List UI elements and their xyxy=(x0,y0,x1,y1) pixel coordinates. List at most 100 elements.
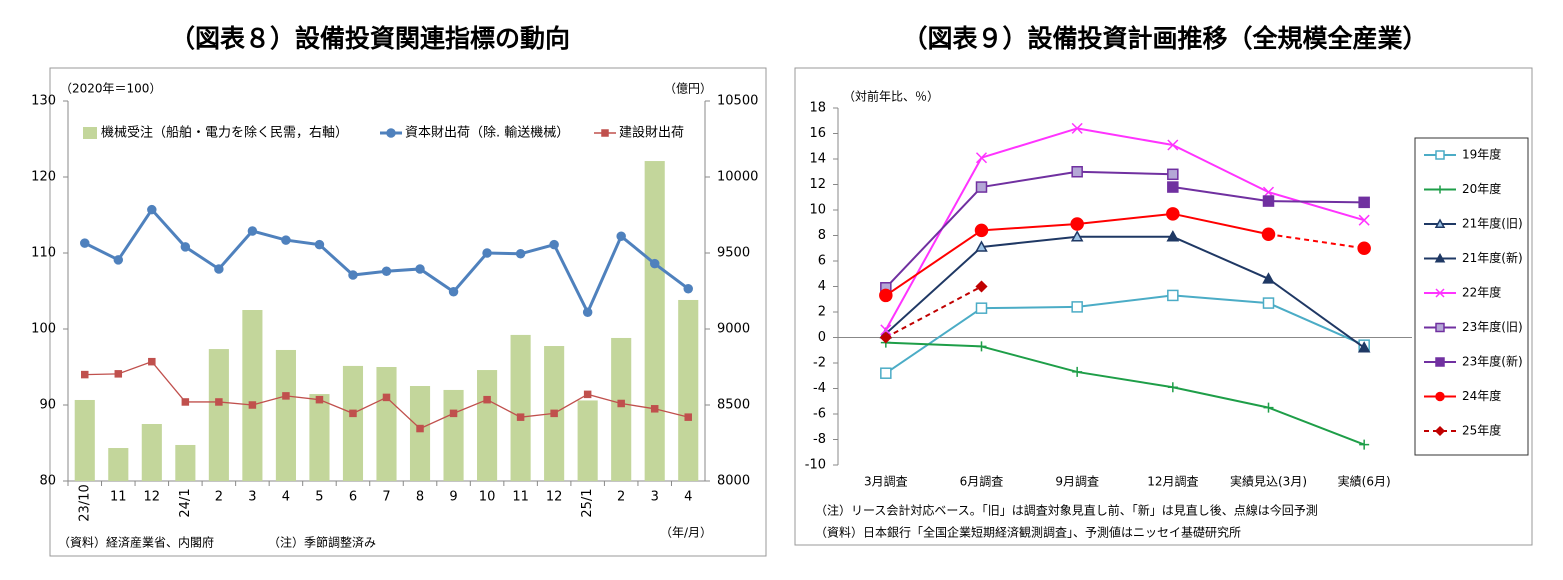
marker xyxy=(1261,227,1276,241)
y-tick-label: -8 xyxy=(813,432,826,447)
marker xyxy=(483,395,491,404)
marker xyxy=(583,390,592,399)
line-segment xyxy=(981,345,1078,373)
line-segment xyxy=(1268,200,1365,204)
marker xyxy=(81,370,89,379)
legend-label: 23年度(新) xyxy=(1462,354,1523,369)
line-segment xyxy=(1076,127,1174,146)
line-segment xyxy=(1172,294,1269,305)
marker xyxy=(315,395,324,404)
marker xyxy=(349,409,357,418)
marker xyxy=(248,401,257,409)
marker xyxy=(214,264,224,274)
source: （資料）経済産業省、内閣府 xyxy=(58,535,214,550)
y-tick-label: 10 xyxy=(809,203,826,218)
y-tick-label: 80 xyxy=(39,474,56,489)
marker xyxy=(1435,391,1445,402)
line-segment xyxy=(1268,191,1365,222)
line-segment xyxy=(1172,235,1269,280)
marker xyxy=(975,280,988,293)
chart-title: （図表９）設備投資計画推移（全規模全産業） xyxy=(902,24,1427,53)
line-segment xyxy=(885,229,983,297)
marker xyxy=(684,413,692,421)
note: （注）季節調整済み xyxy=(268,535,376,550)
legend-label: 22年度 xyxy=(1462,285,1501,300)
y-tick-label: 12 xyxy=(809,177,826,192)
marker xyxy=(1166,207,1180,221)
marker xyxy=(1435,288,1445,298)
x-tick-label: 25/1 xyxy=(580,488,595,517)
y2-tick-label: 10500 xyxy=(717,94,758,109)
marker xyxy=(1071,122,1083,134)
bar xyxy=(577,400,598,481)
marker xyxy=(617,399,625,408)
marker xyxy=(381,266,392,276)
x-tick-label: 8 xyxy=(416,490,424,505)
bar xyxy=(644,161,665,482)
y-tick-label: -2 xyxy=(813,356,826,371)
y-tick-label: 6 xyxy=(818,254,826,269)
marker xyxy=(449,409,458,418)
marker xyxy=(1434,218,1446,228)
marker xyxy=(416,424,424,433)
legend-label: 24年度 xyxy=(1462,388,1501,403)
x-tick-label: 12 xyxy=(546,490,563,505)
marker xyxy=(1167,289,1179,302)
x-tick-label: 3月調査 xyxy=(864,475,908,489)
marker xyxy=(1358,196,1370,209)
bar xyxy=(510,334,531,481)
line-segment xyxy=(885,246,983,335)
marker xyxy=(974,223,989,238)
x-tick-label: 2 xyxy=(215,490,223,505)
marker xyxy=(1166,230,1180,242)
line-segment xyxy=(885,285,982,339)
x-unit-label: （年/月） xyxy=(660,526,712,540)
marker xyxy=(386,128,396,138)
marker xyxy=(1167,181,1179,193)
line-segment xyxy=(1172,186,1269,203)
line-segment xyxy=(1077,212,1173,226)
legend-label: 20年度 xyxy=(1462,181,1501,196)
line-segment xyxy=(884,157,983,331)
bar xyxy=(275,349,296,481)
marker xyxy=(1436,185,1444,194)
x-tick-label: 12月調査 xyxy=(1147,475,1198,489)
chart-frame xyxy=(794,67,1533,546)
y-unit-label: （2020年＝100） xyxy=(60,82,161,96)
line-segment xyxy=(1077,294,1173,308)
y-tick-label: 8 xyxy=(818,228,826,243)
x-tick-label: 23/10 xyxy=(77,484,92,521)
legend-box xyxy=(1414,137,1529,456)
marker xyxy=(113,255,124,265)
y-tick-label: 90 xyxy=(39,398,56,413)
x-tick-label: 2 xyxy=(617,490,625,505)
line-segment xyxy=(885,186,983,289)
marker xyxy=(314,239,325,250)
marker xyxy=(1434,425,1446,437)
x-tick-label: 9 xyxy=(449,490,457,505)
legend-label: 19年度 xyxy=(1462,147,1501,162)
marker xyxy=(1435,322,1445,333)
marker xyxy=(448,287,459,297)
marker xyxy=(147,204,157,215)
line-segment xyxy=(981,223,1078,232)
x-tick-label: 24/1 xyxy=(178,488,193,517)
y-tick-label: -6 xyxy=(813,407,826,422)
y-tick-label: 0 xyxy=(818,330,826,345)
legend-label: 25年度 xyxy=(1462,423,1501,438)
y-tick-label: 110 xyxy=(31,246,56,261)
y-tick-label: 4 xyxy=(818,279,826,294)
line-segment xyxy=(1077,170,1173,176)
x-tick-label: 10 xyxy=(479,490,496,505)
x-tick-label: 実績見込(3月) xyxy=(1230,474,1307,489)
y-unit-label: （対前年比、％） xyxy=(843,89,939,104)
y2-unit-label: （億円） xyxy=(664,82,712,96)
bar xyxy=(74,399,95,481)
line-segment xyxy=(1268,302,1365,347)
marker xyxy=(976,341,987,352)
y-tick-label: 18 xyxy=(809,101,826,116)
marker xyxy=(683,283,693,294)
marker xyxy=(482,248,492,258)
marker xyxy=(1167,139,1179,151)
